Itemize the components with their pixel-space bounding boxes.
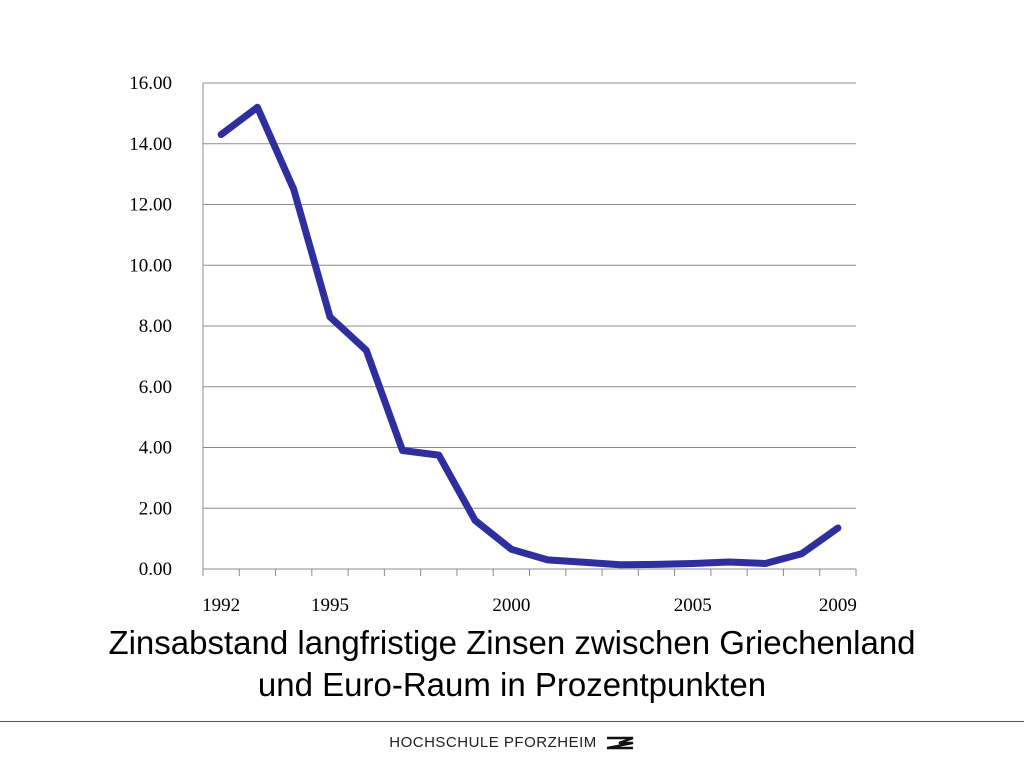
chart-caption: Zinsabstand langfristige Zinsen zwischen… — [0, 622, 1024, 706]
y-tick-label: 10.00 — [129, 255, 172, 276]
series-line-0 — [217, 103, 842, 569]
y-tick-label: 16.00 — [129, 73, 172, 94]
line-chart: 0.00 2.00 4.00 6.00 8.00 10.00 12.00 14.00 16.00… — [129, 73, 857, 616]
pforzheim-logo-icon — [606, 736, 634, 749]
y-tick-label: 8.00 — [139, 316, 172, 337]
footer: HOCHSCHULE PFORZHEIM — [0, 734, 1024, 751]
y-tick-label: 14.00 — [129, 134, 172, 155]
series — [217, 103, 842, 569]
x-tick-labels: 1992 1995 2000 2005 2009 — [202, 595, 857, 616]
axes — [202, 83, 857, 576]
caption-line-2: und Euro-Raum in Prozentpunkten — [257, 666, 767, 703]
y-tick-label: 12.00 — [129, 195, 172, 216]
x-tick-label: 1992 — [202, 595, 240, 616]
footer-text: HOCHSCHULE PFORZHEIM — [389, 734, 597, 751]
footer-brand: HOCHSCHULE PFORZHEIM — [389, 734, 635, 751]
x-tick-label: 2000 — [492, 595, 530, 616]
caption-line-1: Zinsabstand langfristige Zinsen zwischen… — [108, 624, 916, 661]
x-tick-label: 2009 — [819, 595, 857, 616]
y-tick-label: 0.00 — [139, 559, 172, 580]
x-tick-label: 2005 — [674, 595, 712, 616]
x-tick-label: 1995 — [311, 595, 349, 616]
y-tick-label: 2.00 — [139, 498, 172, 519]
y-tick-labels: 0.00 2.00 4.00 6.00 8.00 10.00 12.00 14.00 16.00 — [129, 73, 172, 580]
y-tick-label: 6.00 — [139, 377, 172, 398]
y-tick-label: 4.00 — [139, 438, 172, 459]
gridlines — [203, 82, 856, 509]
footer-divider — [0, 721, 1024, 722]
